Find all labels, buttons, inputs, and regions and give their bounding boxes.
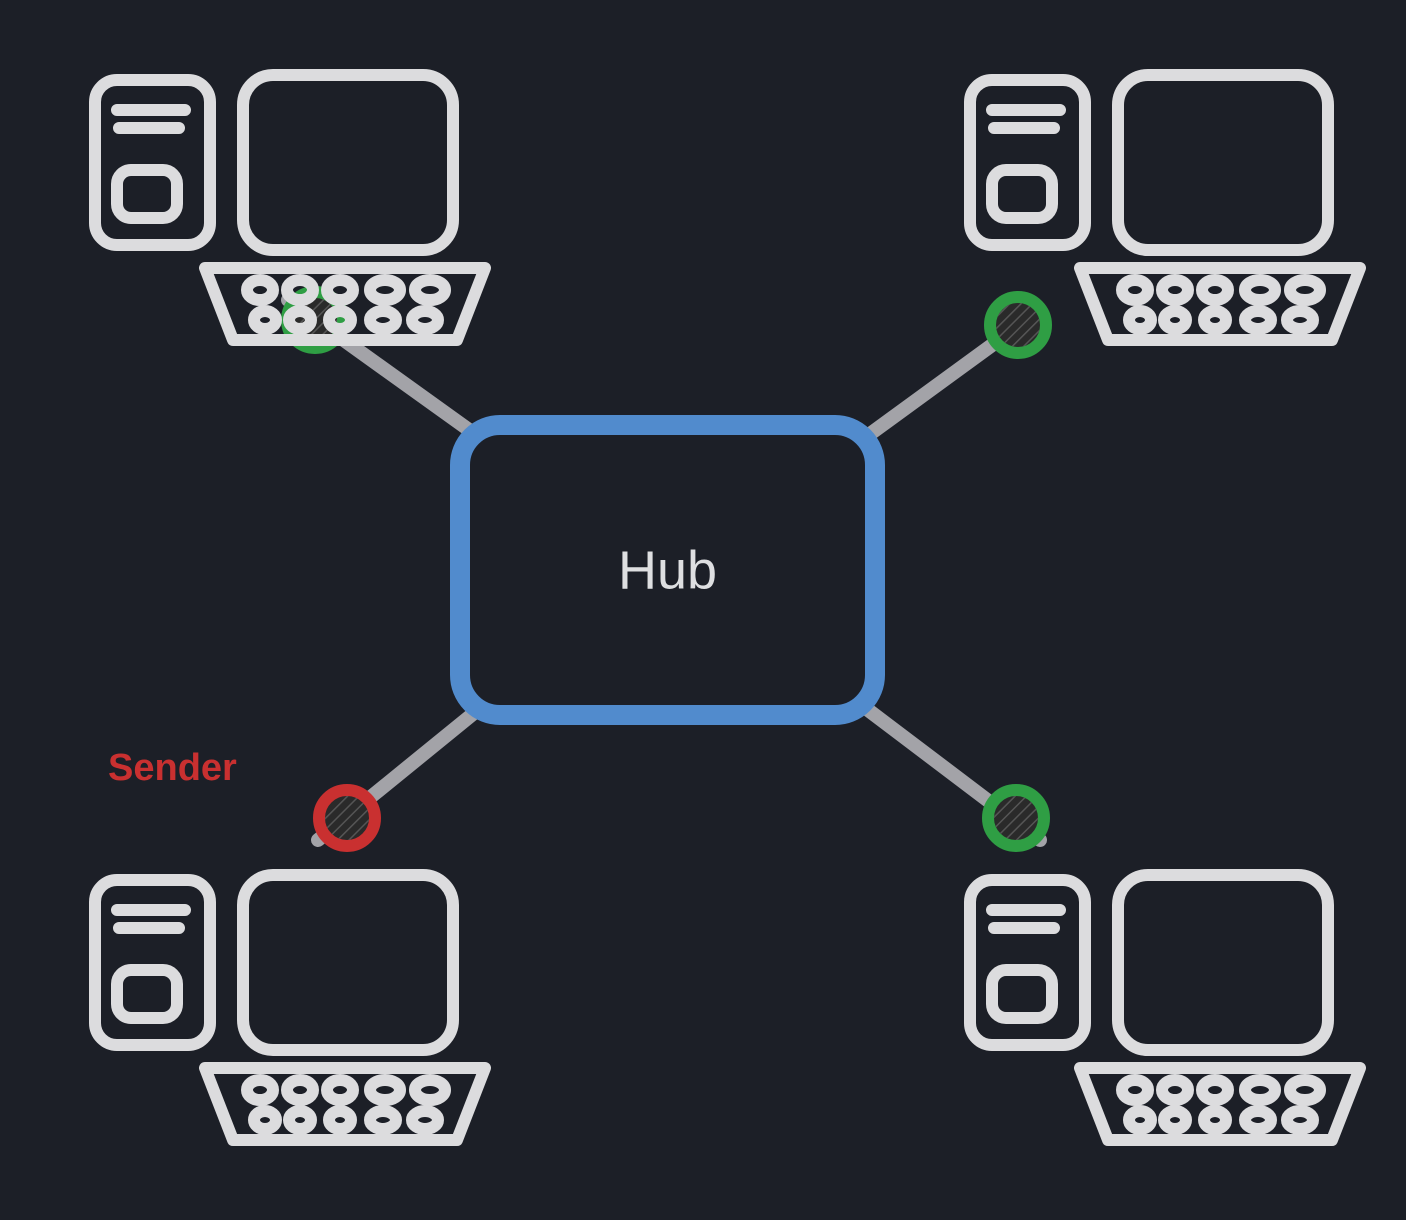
port-indicator — [988, 790, 1044, 846]
hub-node: Hub — [460, 425, 875, 715]
network-hub-diagram: Hub Sender — [0, 0, 1406, 1220]
sender-label: Sender — [108, 747, 237, 789]
port-indicator — [990, 297, 1046, 353]
port-indicator-sender — [319, 790, 375, 846]
hub-label: Hub — [618, 540, 717, 600]
